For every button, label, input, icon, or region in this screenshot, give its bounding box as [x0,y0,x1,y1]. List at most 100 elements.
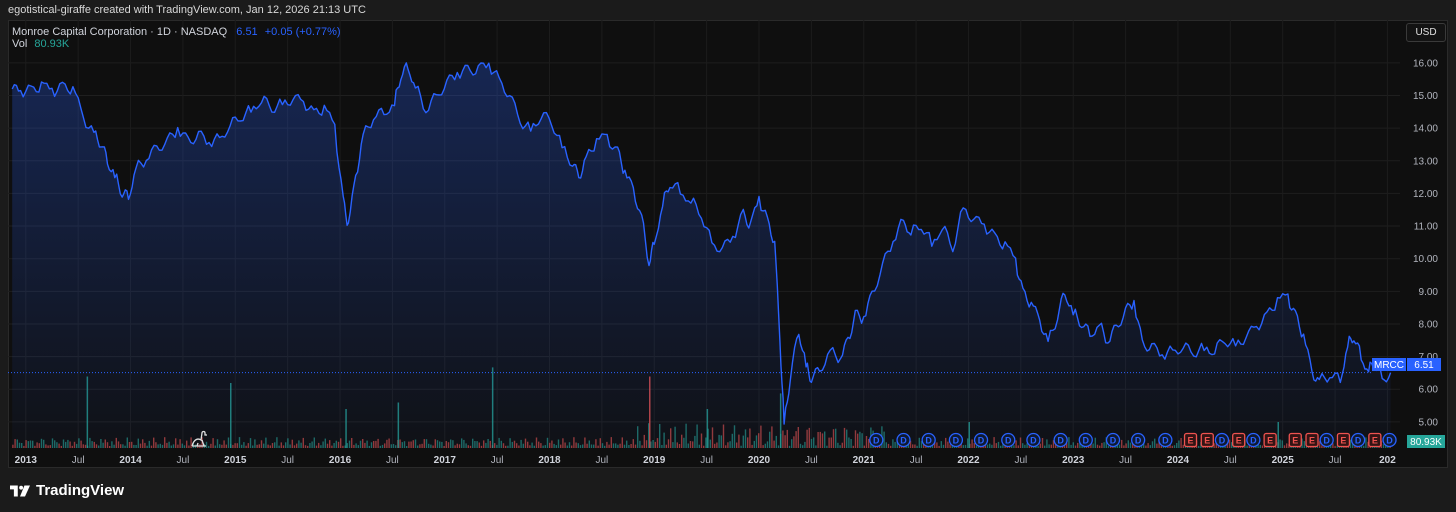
x-tick-label: 2022 [957,455,980,466]
x-tick-label: Jul [72,455,85,466]
svg-text:D: D [1135,436,1142,446]
price-axis[interactable]: 16.00 15.00 14.00 13.00 12.00 11.00 10.00 9.00 8… [1413,58,1438,428]
svg-text:E: E [1236,436,1242,446]
price-tag-ticker: MRCC [1374,360,1404,371]
symbol-title[interactable]: Monroe Capital Corporation · 1D · NASDAQ [12,26,228,38]
x-tick-label: Jul [595,455,608,466]
svg-text:E: E [1309,436,1315,446]
svg-text:D: D [1162,436,1169,446]
dividend-marker[interactable]: D [1078,432,1093,448]
y-tick-label: 15.00 [1413,91,1438,102]
earnings-marker[interactable]: E [1368,432,1382,448]
y-tick-label: 6.00 [1419,385,1439,396]
volume-tag: 80.93K [1407,435,1445,448]
dividend-marker[interactable]: D [1001,432,1016,448]
svg-text:D: D [1323,436,1330,446]
tradingview-brand[interactable]: TradingView [10,482,124,499]
last-price: 6.51 [236,26,258,38]
svg-text:E: E [1267,436,1273,446]
dividend-marker[interactable]: D [1105,432,1121,448]
time-axis[interactable]: 2013 Jul 2014 Jul 2015 Jul 2016 Jul 2017 Jul 2018 J… [15,455,1397,466]
svg-text:D: D [953,436,960,446]
price-change: +0.05 (+0.77%) [264,26,341,38]
x-tick-label: Jul [1224,455,1237,466]
y-tick-label: 7.00 [1419,352,1439,363]
svg-text:D: D [1355,436,1362,446]
dividend-marker[interactable]: D [1382,432,1397,448]
x-tick-label: Jul [700,455,713,466]
svg-text:D: D [1110,436,1117,446]
x-tick-label: Jul [386,455,399,466]
dividend-marker[interactable]: D [1319,432,1334,448]
currency-button[interactable]: USD [1406,23,1446,42]
svg-text:D: D [873,436,880,446]
dividend-marker[interactable]: D [1350,432,1366,448]
volume-tag-value: 80.93K [1410,437,1442,448]
x-tick-label: 2015 [224,455,247,466]
dividend-marker[interactable]: D [1158,432,1173,448]
earnings-marker[interactable]: E [1336,432,1351,448]
chart-legend: Monroe Capital Corporation · 1D · NASDAQ… [12,26,341,50]
x-tick-label: Jul [910,455,923,466]
svg-text:E: E [1372,436,1378,446]
svg-text:D: D [1250,436,1257,446]
svg-text:E: E [1204,436,1210,446]
y-tick-label: 11.00 [1414,222,1439,233]
svg-text:D: D [1005,436,1012,446]
dividend-marker[interactable]: D [948,432,964,448]
x-tick-label: 2020 [748,455,771,466]
x-tick-label: 2013 [15,455,38,466]
x-tick-label: Jul [491,455,504,466]
x-tick-label: 202 [1379,455,1396,466]
x-tick-label: Jul [177,455,190,466]
svg-text:D: D [1083,436,1090,446]
tradingview-logo-icon [10,484,30,497]
svg-text:E: E [1188,436,1194,446]
x-tick-label: 2024 [1167,455,1190,466]
y-tick-label: 13.00 [1413,156,1438,167]
x-tick-label: 2025 [1272,455,1295,466]
dividend-marker[interactable]: D [869,432,884,448]
earnings-marker[interactable]: E [1288,432,1302,448]
price-area-fill [12,62,1391,449]
dividend-marker[interactable]: D [896,432,911,448]
x-tick-label: Jul [1119,455,1132,466]
earnings-marker[interactable]: E [1232,432,1246,448]
dividend-marker[interactable]: D [973,432,989,448]
earnings-marker[interactable]: E [1183,432,1198,448]
svg-text:D: D [1219,436,1226,446]
svg-text:E: E [1292,436,1298,446]
y-tick-label: 12.00 [1413,189,1438,200]
svg-text:D: D [978,436,985,446]
x-tick-label: 2017 [434,455,457,466]
x-tick-label: 2014 [119,455,142,466]
svg-text:E: E [1340,436,1346,446]
x-tick-label: Jul [1329,455,1342,466]
chart-credit: egotistical-giraffe created with Trading… [8,4,366,16]
price-tag: MRCC 6.51 [1372,358,1441,371]
dividend-marker[interactable]: D [1026,432,1041,448]
earnings-marker[interactable]: E [1263,432,1277,448]
x-tick-label: Jul [1014,455,1027,466]
dividend-marker[interactable]: D [1130,432,1146,448]
x-tick-label: Jul [805,455,818,466]
dividend-marker[interactable]: D [1214,432,1230,448]
earnings-marker[interactable]: E [1200,432,1214,448]
y-tick-label: 10.00 [1413,254,1438,265]
svg-text:D: D [1386,436,1393,446]
dividend-marker[interactable]: D [1053,432,1068,448]
x-tick-label: 2016 [329,455,352,466]
dividend-marker[interactable]: D [1246,432,1261,448]
svg-text:D: D [900,436,907,446]
dino-icon[interactable] [191,430,207,447]
earnings-marker[interactable]: E [1305,432,1319,448]
y-tick-label: 16.00 [1413,58,1438,69]
x-tick-label: 2019 [643,455,666,466]
volume-label[interactable]: Vol [12,38,28,50]
y-tick-label: 9.00 [1419,287,1439,298]
dividend-marker[interactable]: D [921,432,936,448]
y-tick-label: 8.00 [1419,319,1439,330]
price-line [11,62,1392,425]
